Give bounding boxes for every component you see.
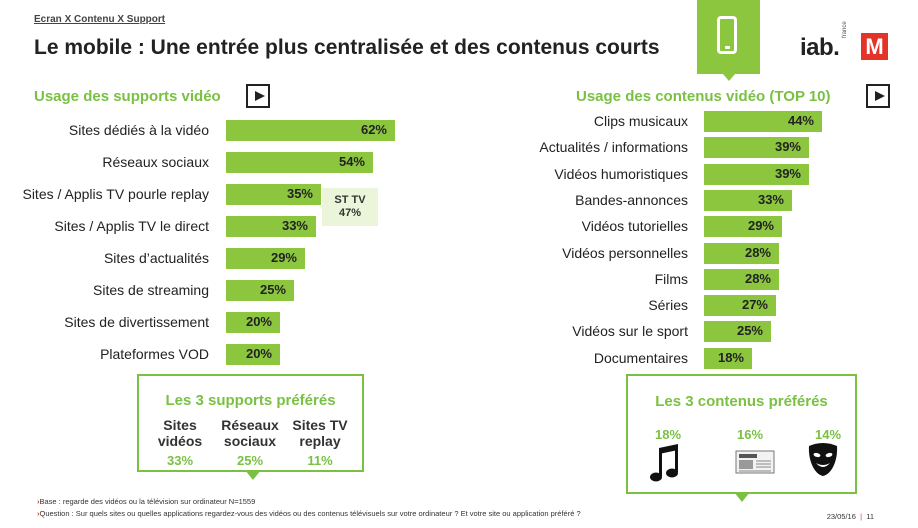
bar-value-label: 28% xyxy=(744,270,771,286)
category-label: Sites d’actualités xyxy=(103,250,209,266)
bar-value-label: 62% xyxy=(360,122,387,137)
bar: 25% xyxy=(704,321,771,343)
footnote-question: ›Question : Sur quels sites ou quelles a… xyxy=(37,509,581,518)
bar: 27% xyxy=(704,295,776,317)
bar-value-label: 29% xyxy=(747,218,774,234)
category-label: Clips musicaux xyxy=(593,113,688,129)
bar: 35% xyxy=(226,184,321,205)
footer-date-page: 23/05/16 | 11 xyxy=(826,512,874,521)
breadcrumb: Ecran X Contenu X Support xyxy=(34,14,166,25)
pref-value: 18% xyxy=(654,427,682,442)
page-title: Le mobile : Une entrée plus centralisée … xyxy=(34,36,660,59)
pref-value: 25% xyxy=(236,453,264,468)
category-label: Sites / Applis TV pourle replay xyxy=(22,186,209,202)
bar-value-label: 33% xyxy=(757,191,784,207)
bar: 33% xyxy=(226,216,316,237)
smartphone-icon xyxy=(717,16,737,54)
right-preferred-title: Les 3 contenus préférés xyxy=(655,393,828,410)
bar-value-label: 29% xyxy=(270,250,297,265)
pref-name: Sites TV replay xyxy=(292,417,348,449)
bar: 44% xyxy=(704,111,822,132)
category-label: Bandes-annonces xyxy=(575,191,688,208)
pref-name: Réseaux sociaux xyxy=(221,417,279,449)
sttv-label: ST TV xyxy=(334,194,366,206)
sttv-value: 47% xyxy=(338,207,362,219)
pref-value: 33% xyxy=(166,453,194,468)
category-label: Sites / Applis TV le direct xyxy=(54,218,209,234)
bar: 39% xyxy=(704,163,809,185)
left-preferred-title: Les 3 supports préférés xyxy=(165,392,336,409)
bar: 29% xyxy=(704,216,782,238)
sttv-annotation: ST TV 47% xyxy=(322,188,378,226)
play-icon[interactable] xyxy=(866,84,890,108)
mediametrie-logo: M xyxy=(861,33,888,60)
bar: 29% xyxy=(226,248,305,269)
category-label: Actualités / informations xyxy=(539,139,688,156)
category-label: Plateformes VOD xyxy=(100,346,209,362)
pref-value: 14% xyxy=(814,427,842,442)
category-label: Sites de divertissement xyxy=(64,314,209,330)
category-label: Vidéos tutorielles xyxy=(581,218,688,235)
bar-value-label: 18% xyxy=(717,349,744,365)
category-label: Réseaux sociaux xyxy=(102,154,209,170)
right-chart-title: Usage des contenus vidéo (TOP 10) xyxy=(576,88,831,105)
bar: 20% xyxy=(226,312,280,333)
box-pointer xyxy=(245,470,261,480)
pref-value: 11% xyxy=(307,453,333,468)
pref-name: Sites vidéos xyxy=(157,417,203,449)
pref-value: 16% xyxy=(736,427,764,442)
category-label: Vidéos humoristiques xyxy=(554,165,688,182)
left-preferred-box: Les 3 supports préférés Sites vidéos 33% … xyxy=(137,374,364,472)
bar: 28% xyxy=(704,268,779,290)
badge-pointer xyxy=(723,74,735,81)
bar: 28% xyxy=(704,242,779,264)
category-label: Films xyxy=(654,270,688,287)
bar-value-label: 33% xyxy=(281,218,308,233)
footnote-base: ›Base : regarde des vidéos ou la télévis… xyxy=(37,497,256,506)
iab-logo-sub: france xyxy=(842,21,848,38)
bar: 54% xyxy=(226,152,373,173)
theater-mask-icon xyxy=(808,443,838,476)
category-label: Vidéos sur le sport xyxy=(572,323,688,340)
bar-value-label: 44% xyxy=(787,113,814,128)
category-label: Sites dédiés à la vidéo xyxy=(68,122,209,138)
bar-value-label: 39% xyxy=(774,139,801,155)
bar: 18% xyxy=(704,347,752,369)
left-chart-title: Usage des supports vidéo xyxy=(34,88,221,105)
bar-value-label: 28% xyxy=(744,244,771,260)
bar-value-label: 20% xyxy=(245,346,272,361)
bar: 20% xyxy=(226,344,280,365)
music-note-icon xyxy=(650,444,678,482)
bar-value-label: 35% xyxy=(286,186,313,201)
bar: 62% xyxy=(226,120,395,141)
iab-logo: iab. xyxy=(800,34,840,61)
bar-value-label: 54% xyxy=(338,154,365,169)
category-label: Séries xyxy=(648,297,688,314)
right-preferred-box: Les 3 contenus préférés 18% 16% 14% xyxy=(626,374,857,494)
bar-value-label: 25% xyxy=(736,323,763,339)
bar: 39% xyxy=(704,137,809,159)
bar-value-label: 27% xyxy=(741,297,768,313)
play-icon[interactable] xyxy=(246,84,270,108)
category-label: Sites de streaming xyxy=(93,282,209,298)
bar: 33% xyxy=(704,189,792,211)
newspaper-icon xyxy=(735,450,775,474)
mobile-badge xyxy=(697,0,760,81)
category-label: Vidéos personnelles xyxy=(562,244,688,261)
box-pointer xyxy=(734,492,750,502)
bar-value-label: 39% xyxy=(774,165,801,181)
category-label: Documentaires xyxy=(593,349,688,366)
bar-value-label: 20% xyxy=(245,314,272,329)
bar-value-label: 25% xyxy=(259,282,286,297)
bar: 25% xyxy=(226,280,294,301)
